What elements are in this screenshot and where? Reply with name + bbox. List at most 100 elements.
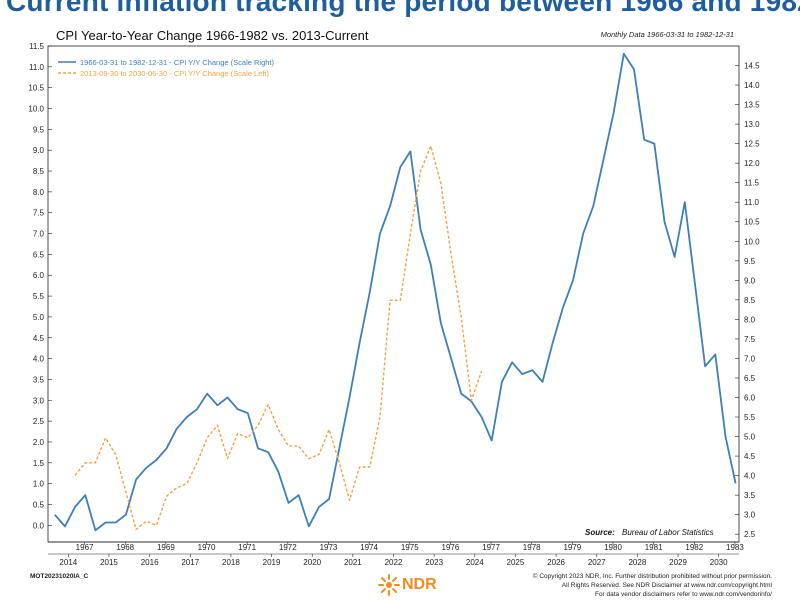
x-bottom-tick-label: 2019 (263, 558, 281, 567)
y-left-tick-label: 10.5 (28, 84, 44, 93)
chart-note: Monthly Data 1966-03-31 to 1982-12-31 (601, 30, 734, 39)
y-right-tick-label: 6.5 (744, 374, 756, 383)
y-left-tick-label: 8.5 (33, 167, 45, 176)
y-left-tick-label: 5.5 (33, 292, 45, 301)
x-top-tick-label: 1971 (238, 543, 256, 552)
x-bottom-tick-label: 2026 (547, 558, 565, 567)
x-top-tick-label: 1977 (482, 543, 500, 552)
y-right-tick-label: 3.0 (744, 511, 756, 520)
y-right-tick-label: 7.5 (744, 335, 756, 344)
copyright-line-1: © Copyright 2023 NDR, Inc. Further distr… (532, 573, 772, 580)
x-top-tick-label: 1983 (726, 543, 744, 552)
y-right-tick-label: 8.5 (744, 296, 756, 305)
y-right-tick-label: 8.0 (744, 315, 756, 324)
y-left-tick-label: 4.0 (33, 355, 45, 364)
y-right-tick-label: 13.0 (744, 120, 760, 129)
y-right-tick-label: 10.0 (744, 237, 760, 246)
x-bottom-tick-label: 2015 (100, 558, 118, 567)
x-bottom-tick-label: 2016 (141, 558, 159, 567)
y-right-tick-label: 5.5 (744, 413, 756, 422)
ndr-logo: NDR (378, 573, 468, 597)
x-top-tick-label: 1967 (76, 543, 94, 552)
x-top-tick-label: 1969 (157, 543, 175, 552)
y-left-tick-label: 2.0 (33, 438, 45, 447)
x-bottom-tick-label: 2021 (344, 558, 362, 567)
x-top-tick-label: 1981 (645, 543, 663, 552)
x-top-tick-label: 1978 (523, 543, 541, 552)
source-label: Source: (585, 528, 615, 537)
x-top-tick-label: 1982 (685, 543, 703, 552)
plot-frame (47, 45, 740, 543)
ndr-logo-text: NDR (402, 576, 437, 593)
y-left-tick-label: 1.5 (33, 459, 45, 468)
y-left-tick-label: 2.5 (33, 417, 45, 426)
y-left-tick-label: 3.0 (33, 396, 45, 405)
y-right-tick-label: 6.0 (744, 393, 756, 402)
x-top-tick-label: 1975 (401, 543, 419, 552)
y-right-tick-label: 14.5 (744, 62, 760, 71)
copyright-line-3: For data vendor disclaimers refer to www… (594, 591, 772, 598)
chart-code: MOT20231020IA_C (30, 573, 89, 580)
y-right-tick-label: 12.0 (744, 159, 760, 168)
y-left-tick-label: 8.0 (33, 188, 45, 197)
series-lines (54, 52, 737, 532)
x-bottom-tick-label: 2028 (628, 558, 646, 567)
x-top-tick-label: 1976 (442, 543, 460, 552)
x-bottom-tick-label: 2020 (303, 558, 321, 567)
y-right-tick-label: 4.0 (744, 472, 756, 481)
y-left-tick-label: 3.5 (33, 375, 45, 384)
series-1966-1982-line (54, 52, 737, 532)
left-y-axis: 0.0 0.5 1.0 1.5 2.0 2.5 3.0 3.5 4.0 4.5 5.0 5.5 6.0 6… (28, 42, 52, 530)
y-right-tick-label: 10.5 (744, 218, 760, 227)
ndr-logo-icon (378, 574, 400, 596)
legend-label: 2013-09-30 to 2030-06-30 - CPI Y/Y Chang… (80, 69, 270, 78)
page-headline: Current inflation tracking the period be… (6, 0, 800, 17)
x-top-tick-label: 1968 (116, 543, 134, 552)
y-right-tick-label: 7.0 (744, 354, 756, 363)
y-left-tick-label: 9.5 (33, 125, 45, 134)
y-right-tick-label: 11.0 (744, 198, 760, 207)
x-top-tick-label: 1974 (360, 543, 378, 552)
y-left-tick-label: 1.0 (33, 480, 45, 489)
y-right-tick-label: 9.0 (744, 276, 756, 285)
y-left-tick-label: 11.5 (29, 42, 45, 51)
y-right-tick-label: 3.5 (744, 491, 756, 500)
y-right-tick-label: 14.0 (744, 81, 760, 90)
x-bottom-tick-label: 2029 (669, 558, 687, 567)
y-left-tick-label: 6.5 (33, 250, 45, 259)
y-right-tick-label: 12.5 (744, 140, 760, 149)
x-bottom-tick-label: 2022 (385, 558, 403, 567)
x-bottom-tick-label: 2017 (181, 558, 199, 567)
y-right-tick-label: 4.5 (744, 452, 756, 461)
x-top-tick-label: 1973 (320, 543, 338, 552)
y-right-tick-label: 9.5 (744, 257, 756, 266)
copyright-line-2: All Rights Reserved. See NDR Disclaimer … (561, 582, 772, 589)
x-bottom-tick-label: 2018 (222, 558, 240, 567)
y-left-tick-label: 0.5 (33, 500, 45, 509)
y-left-tick-label: 7.5 (33, 209, 45, 218)
y-left-tick-label: 9.0 (33, 146, 45, 155)
y-right-tick-label: 2.5 (744, 530, 756, 539)
x-top-tick-label: 1972 (279, 543, 297, 552)
y-right-tick-label: 11.5 (744, 179, 760, 188)
x-bottom-tick-label: 2027 (588, 558, 606, 567)
y-right-tick-label: 13.5 (744, 101, 760, 110)
x-bottom-tick-label: 2014 (59, 558, 77, 567)
y-left-tick-label: 10.0 (28, 105, 44, 114)
legend-label: 1966-03-31 to 1982-12-31 - CPI Y/Y Chang… (80, 58, 275, 67)
y-left-tick-label: 6.0 (33, 271, 45, 280)
x-axis-bottom-years: 2014 2015 2016 2017 2018 2019 2020 2021 2022 2023… (59, 554, 728, 567)
right-y-axis: 2.5 3.0 3.5 4.0 4.5 5.0 5.5 6.0 6.5 7.0 7.5 8.0 8.5 9… (735, 62, 760, 539)
y-right-tick-label: 5.0 (744, 433, 756, 442)
x-top-tick-label: 1980 (604, 543, 622, 552)
chart-legend: 1966-03-31 to 1982-12-31 - CPI Y/Y Chang… (58, 58, 275, 78)
y-left-tick-label: 0.0 (33, 521, 45, 530)
x-bottom-tick-label: 2025 (507, 558, 525, 567)
x-bottom-tick-label: 2023 (425, 558, 443, 567)
source-text: Bureau of Labor Statistics (622, 528, 714, 537)
y-left-tick-label: 5.0 (33, 313, 45, 322)
x-axis-top-years: 1967 1968 1969 1970 1971 1972 1973 1974 1975 1976… (76, 542, 744, 552)
y-left-tick-label: 7.0 (33, 230, 45, 239)
x-top-tick-label: 1970 (198, 543, 216, 552)
